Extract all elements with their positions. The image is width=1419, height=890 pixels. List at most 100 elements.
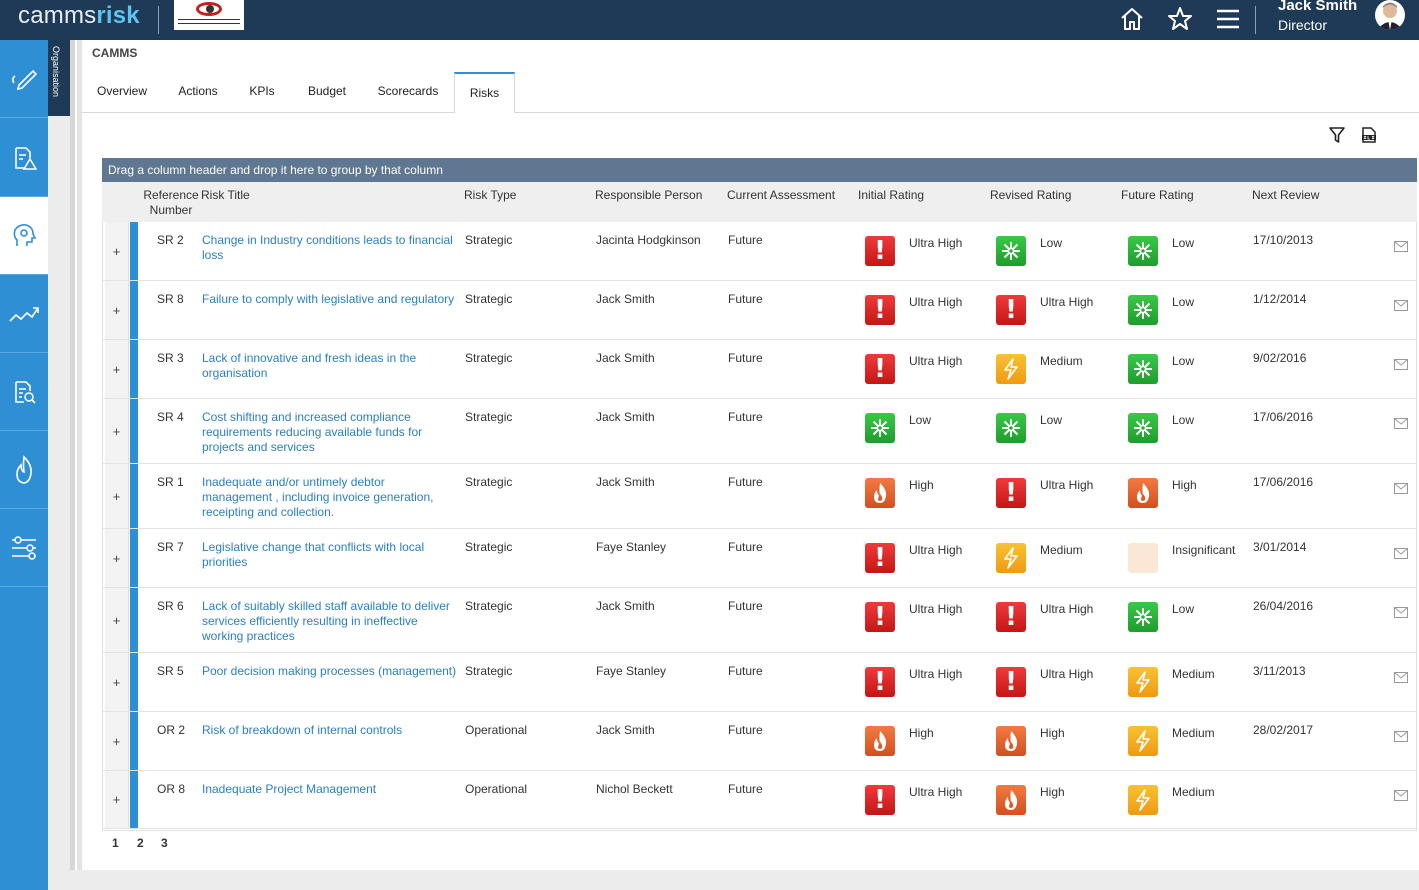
email-icon[interactable] xyxy=(1394,548,1408,559)
nav-performance[interactable] xyxy=(0,275,48,353)
user-name[interactable]: Jack Smith xyxy=(1278,0,1358,14)
column-header-person[interactable]: Responsible Person xyxy=(595,188,703,202)
exclamation-icon: ! xyxy=(865,785,895,815)
page-2[interactable]: 2 xyxy=(137,836,144,850)
current-assessment: Future xyxy=(728,540,763,554)
tab-scorecards[interactable]: Scorecards xyxy=(377,84,439,98)
expand-row-button[interactable]: + xyxy=(105,399,129,463)
email-icon[interactable] xyxy=(1394,672,1408,683)
risk-type: Strategic xyxy=(465,540,513,554)
table-row: + SR 1 Inadequate and/or untimely debtor ma… xyxy=(103,464,1416,529)
risk-title-link[interactable]: Lack of innovative and fresh ideas in th… xyxy=(202,351,417,380)
email-icon[interactable] xyxy=(1394,359,1408,370)
risk-title-link[interactable]: Risk of breakdown of internal controls xyxy=(202,723,403,737)
nav-compliance[interactable] xyxy=(0,119,48,197)
reference-number: SR 5 xyxy=(157,664,184,678)
expand-row-button[interactable]: + xyxy=(105,529,129,587)
column-header-title[interactable]: Risk Title xyxy=(201,188,250,202)
expand-row-button[interactable]: + xyxy=(105,771,129,828)
snowflake-icon xyxy=(1128,236,1158,266)
tab-budget[interactable]: Budget xyxy=(307,84,347,98)
export-xlsx-icon[interactable] xyxy=(1360,126,1378,144)
next-review-date: 26/04/2016 xyxy=(1253,599,1314,613)
email-icon[interactable] xyxy=(1394,300,1408,311)
email-icon[interactable] xyxy=(1394,241,1408,252)
current-assessment: Future xyxy=(728,351,763,365)
menu-icon[interactable] xyxy=(1214,5,1242,33)
row-accent-bar xyxy=(130,771,138,828)
next-review-date: 1/12/2014 xyxy=(1253,292,1307,306)
user-role: Director xyxy=(1278,17,1328,33)
risk-table: + SR 2 Change in Industry conditions leads… xyxy=(102,222,1417,856)
row-accent-bar xyxy=(130,222,138,280)
nav-settings[interactable] xyxy=(0,509,48,587)
tab-actions[interactable]: Actions xyxy=(178,84,218,98)
expand-row-button[interactable]: + xyxy=(105,653,129,711)
email-icon[interactable] xyxy=(1394,607,1408,618)
initial-rating-label: High xyxy=(909,726,934,740)
divider xyxy=(158,6,159,34)
column-header-future-rating[interactable]: Future Rating xyxy=(1121,188,1194,202)
column-header-type[interactable]: Risk Type xyxy=(464,188,517,202)
risk-type: Strategic xyxy=(465,292,513,306)
organisation-panel-tab[interactable]: Organisation xyxy=(48,40,70,116)
email-icon[interactable] xyxy=(1394,418,1408,429)
tab-kpis[interactable]: KPIs xyxy=(249,84,275,98)
nav-risk[interactable] xyxy=(0,197,48,275)
initial-rating-label: Ultra High xyxy=(909,295,963,309)
risk-type: Strategic xyxy=(465,599,513,613)
nav-incidents[interactable] xyxy=(0,431,48,509)
tab-risks[interactable]: Risks xyxy=(454,72,515,113)
expand-row-button[interactable]: + xyxy=(105,340,129,398)
snowflake-icon xyxy=(1128,413,1158,443)
group-by-bar[interactable]: Drag a column header and drop it here to… xyxy=(102,158,1417,182)
tab-overview[interactable]: Overview xyxy=(96,84,147,98)
expand-row-button[interactable]: + xyxy=(105,588,129,652)
nav-planning[interactable] xyxy=(0,40,48,118)
future-rating-label: Low xyxy=(1172,236,1195,250)
avatar[interactable] xyxy=(1375,0,1405,30)
column-header-revised-rating[interactable]: Revised Rating xyxy=(990,188,1072,202)
panel-strip xyxy=(70,40,75,870)
snowflake-icon xyxy=(996,236,1026,266)
risk-title-link[interactable]: Failure to comply with legislative and r… xyxy=(202,292,455,306)
column-header-initial-rating[interactable]: Initial Rating xyxy=(858,188,925,202)
star-icon[interactable] xyxy=(1166,5,1194,33)
risk-title-link[interactable]: Inadequate and/or untimely debtor managem… xyxy=(202,475,434,519)
page-title: CAMMS xyxy=(92,46,138,60)
reference-number: OR 2 xyxy=(157,723,186,737)
revised-rating-label: Low xyxy=(1040,236,1063,250)
home-icon[interactable] xyxy=(1118,5,1146,33)
revised-rating-label: High xyxy=(1040,785,1065,799)
snowflake-icon xyxy=(996,413,1026,443)
exclamation-icon: ! xyxy=(996,667,1026,697)
email-icon[interactable] xyxy=(1394,731,1408,742)
expand-row-button[interactable]: + xyxy=(105,222,129,280)
email-icon[interactable] xyxy=(1394,483,1408,494)
expand-row-button[interactable]: + xyxy=(105,712,129,770)
app-logo[interactable]: cammsrisk xyxy=(18,2,140,30)
risk-title-link[interactable]: Lack of suitably skilled staff available… xyxy=(202,599,450,643)
risk-title-link[interactable]: Cost shifting and increased compliance re… xyxy=(202,410,423,454)
reference-number: SR 8 xyxy=(157,292,184,306)
current-assessment: Future xyxy=(728,599,763,613)
initial-rating-label: Ultra High xyxy=(909,785,963,799)
current-assessment: Future xyxy=(728,782,763,796)
page-3[interactable]: 3 xyxy=(161,836,168,850)
page-1[interactable]: 1 xyxy=(112,836,119,850)
filter-icon[interactable] xyxy=(1328,126,1346,144)
risk-title-link[interactable]: Change in Industry conditions leads to f… xyxy=(202,233,453,262)
expand-row-button[interactable]: + xyxy=(105,281,129,339)
initial-rating-label: Ultra High xyxy=(909,667,963,681)
risk-title-link[interactable]: Legislative change that conflicts with l… xyxy=(202,540,425,569)
column-header-assessment[interactable]: Current Assessment xyxy=(727,188,836,202)
expand-row-button[interactable]: + xyxy=(105,464,129,528)
column-header-reference[interactable]: Reference Number xyxy=(143,188,199,217)
email-icon[interactable] xyxy=(1394,790,1408,801)
column-header-next-review[interactable]: Next Review xyxy=(1252,188,1320,202)
nav-audit[interactable] xyxy=(0,353,48,431)
table-row: + SR 3 Lack of innovative and fresh ideas … xyxy=(103,340,1416,399)
table-row: + SR 4 Cost shifting and increased complia… xyxy=(103,399,1416,464)
risk-title-link[interactable]: Inadequate Project Management xyxy=(202,782,377,796)
risk-title-link[interactable]: Poor decision making processes (manageme… xyxy=(202,664,457,678)
